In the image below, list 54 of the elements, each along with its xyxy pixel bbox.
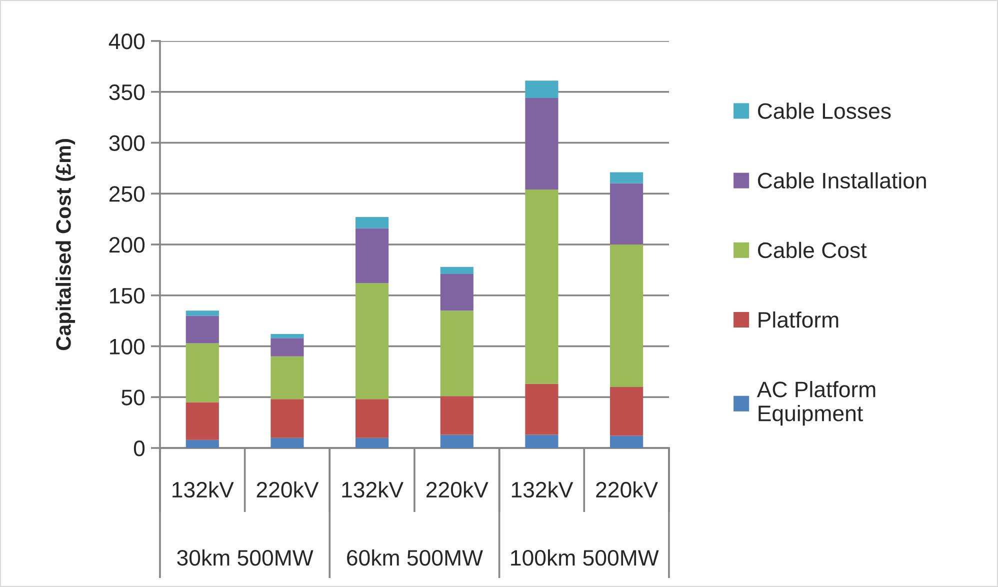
text: 60km 500MW bbox=[347, 549, 483, 566]
y-tick-label: 150 bbox=[110, 288, 145, 304]
bar bbox=[525, 98, 558, 190]
bar bbox=[270, 334, 304, 338]
x-tick-label: 220kV bbox=[596, 481, 658, 498]
text: 100km 500MW bbox=[511, 549, 659, 566]
x-tick-label: 220kV bbox=[256, 481, 319, 498]
bar bbox=[610, 244, 644, 387]
bar bbox=[270, 356, 304, 400]
y-tick-label: 100 bbox=[110, 338, 145, 355]
bar bbox=[525, 434, 558, 448]
legend-label: Cable Installation bbox=[758, 172, 926, 189]
x-tick-label: 132kV bbox=[172, 481, 234, 498]
bar bbox=[186, 402, 219, 440]
bar bbox=[186, 343, 219, 402]
bar bbox=[356, 283, 389, 400]
bar bbox=[610, 172, 644, 184]
legend-label: Cable Cost bbox=[758, 242, 867, 258]
bar bbox=[356, 228, 389, 284]
bar bbox=[356, 399, 389, 438]
bar bbox=[186, 316, 219, 344]
legend-label: Cable Losses bbox=[758, 102, 891, 119]
text: 30km 500MW bbox=[177, 549, 314, 566]
x-tick-label: 132kV bbox=[512, 481, 574, 498]
bar bbox=[525, 80, 558, 98]
x-tick-label: 220kV bbox=[426, 481, 488, 498]
bar bbox=[440, 310, 474, 396]
bar bbox=[440, 434, 474, 448]
y-tick-label: 300 bbox=[109, 135, 145, 151]
legend-label: Platform bbox=[758, 311, 838, 328]
y-tick-label: 250 bbox=[109, 186, 145, 202]
y-tick-label: 0 bbox=[134, 440, 145, 456]
bar bbox=[525, 384, 558, 435]
bar bbox=[270, 438, 304, 448]
y-tick-label: 200 bbox=[109, 237, 145, 253]
y-tick-label: 50 bbox=[122, 390, 145, 406]
bar bbox=[440, 396, 474, 435]
bar bbox=[440, 274, 474, 311]
bar bbox=[356, 217, 389, 228]
y-axis-title: Capitalised Cost (£m) bbox=[56, 139, 76, 350]
bar bbox=[610, 386, 644, 436]
legend-label: AC Platform Equipment bbox=[756, 381, 876, 426]
x-tick-label: 132kV bbox=[342, 481, 404, 498]
bar bbox=[610, 436, 644, 448]
bar bbox=[356, 438, 389, 448]
bar bbox=[270, 338, 304, 356]
bar bbox=[186, 310, 219, 316]
y-tick-label: 350 bbox=[109, 84, 145, 100]
bar bbox=[525, 190, 558, 384]
bar bbox=[186, 440, 219, 448]
bar bbox=[610, 183, 644, 244]
y-tick-label: 400 bbox=[108, 34, 145, 50]
bar bbox=[440, 266, 474, 274]
bar bbox=[270, 399, 304, 438]
